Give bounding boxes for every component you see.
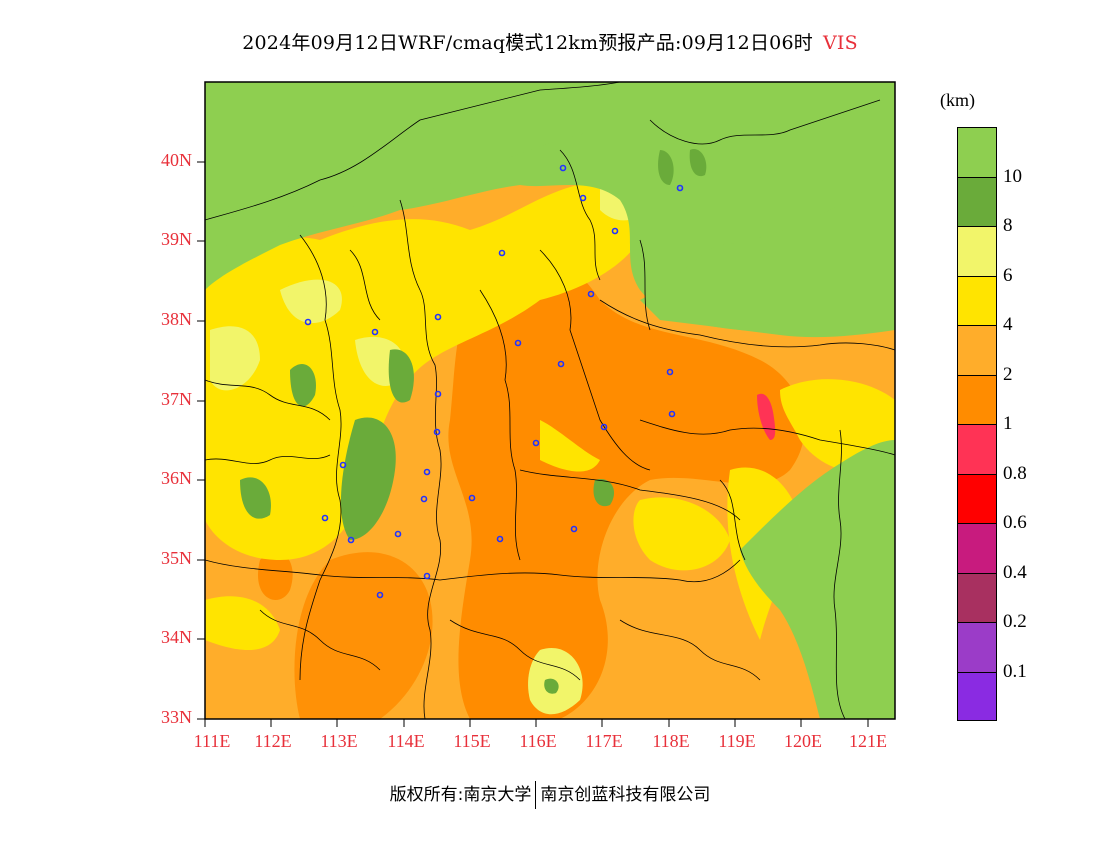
colorbar-swatch xyxy=(957,424,997,474)
colorbar-label: 4 xyxy=(1003,314,1013,335)
colorbar-swatch xyxy=(957,572,997,622)
lon-label-112e: 112E xyxy=(254,731,292,751)
lat-label-34n: 34N xyxy=(161,627,192,647)
lat-label-36n: 36N xyxy=(161,468,192,488)
lon-label-116e: 116E xyxy=(519,731,557,751)
colorbar-label: 0.4 xyxy=(1003,561,1027,583)
lon-label-111e: 111E xyxy=(193,731,231,751)
colorbar-label: 0.6 xyxy=(1003,512,1027,533)
colorbar-swatch xyxy=(957,127,997,177)
title-variable: VIS xyxy=(822,32,858,54)
colorbar-label: 10 xyxy=(1003,165,1022,187)
colorbar-label: 0.1 xyxy=(1003,660,1027,682)
lon-label-119e: 119E xyxy=(718,731,756,751)
colorbar-swatch xyxy=(957,622,997,672)
lat-label-39n: 39N xyxy=(161,229,192,249)
lat-label-40n: 40N xyxy=(161,150,192,170)
colorbar-label: 0.2 xyxy=(1003,611,1027,632)
colorbar-swatch xyxy=(957,671,997,721)
copyright-left: 版权所有:南京大学 xyxy=(389,785,532,805)
title-main: 2024年09月12日WRF/cmaq模式12km预报产品:09月12日06时 xyxy=(242,32,813,54)
colorbar-label: 0.8 xyxy=(1003,462,1027,484)
lon-label-120e: 120E xyxy=(784,731,822,751)
lat-label-35n: 35N xyxy=(161,548,192,568)
lat-label-37n: 37N xyxy=(161,389,192,409)
colorbar-swatch xyxy=(957,325,997,375)
colorbar-swatch xyxy=(957,473,997,523)
copyright-right: 南京创蓝科技有限公司 xyxy=(540,785,711,805)
colorbar-label: 2 xyxy=(1003,363,1013,385)
lon-label-115e: 115E xyxy=(453,731,491,751)
axis-ticks xyxy=(197,161,869,727)
colorbar-swatch xyxy=(957,176,997,226)
lon-label-118e: 118E xyxy=(652,731,690,751)
station-markers xyxy=(304,164,684,599)
map-title: 2024年09月12日WRF/cmaq模式12km预报产品:09月12日06时 V… xyxy=(0,28,1100,55)
lon-label-121e: 121E xyxy=(849,731,887,751)
colorbar-swatch xyxy=(957,523,997,573)
lat-label-38n: 38N xyxy=(161,309,192,329)
lon-label-113e: 113E xyxy=(320,731,358,751)
map-field xyxy=(205,82,895,719)
footer-separator xyxy=(535,781,537,809)
lon-label-114e: 114E xyxy=(387,731,425,751)
colorbar-label: 6 xyxy=(1003,264,1013,286)
copyright-footer: 版权所有:南京大学 南京创蓝科技有限公司 xyxy=(0,780,1100,809)
colorbar-label: 1 xyxy=(1003,413,1013,434)
lat-label-33n: 33N xyxy=(161,707,192,727)
colorbar-swatch xyxy=(957,226,997,276)
colorbar-label: 8 xyxy=(1003,215,1013,236)
colorbar-swatch xyxy=(957,374,997,424)
colorbar-unit: (km) xyxy=(940,90,975,110)
colorbar-swatch xyxy=(957,275,997,325)
lon-label-117e: 117E xyxy=(585,731,623,751)
